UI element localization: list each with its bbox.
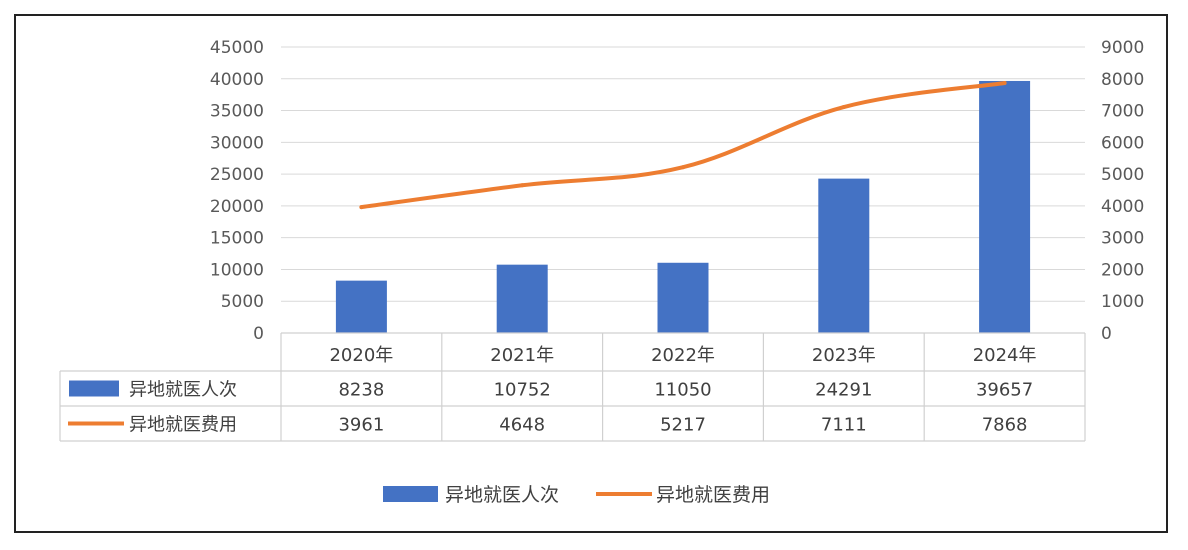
- legend-bar-key: [383, 486, 438, 502]
- table-cell: 39657: [976, 380, 1033, 401]
- category-label: 2024年: [973, 345, 1037, 366]
- chart-frame: [14, 14, 1168, 533]
- table-bar-key: [69, 380, 119, 397]
- table-cell: 3961: [338, 415, 384, 436]
- left-tick-label: 40000: [210, 70, 264, 90]
- table-cell: 4648: [499, 415, 545, 436]
- bar: [979, 80, 1031, 333]
- table-cell: 8238: [338, 380, 384, 401]
- left-axis-ticks: 0 5000 10000 15000 20000 25000 30000 35000 40000…: [210, 38, 264, 344]
- left-tick-label: 30000: [210, 133, 264, 153]
- right-tick-label: 3000: [1101, 229, 1144, 249]
- line-series: [359, 80, 1007, 210]
- right-tick-label: 1000: [1101, 292, 1144, 312]
- table-cell: 10752: [494, 380, 551, 401]
- legend-label: 异地就医人次: [445, 484, 559, 506]
- table-series-name: 异地就医费用: [129, 415, 237, 436]
- category-label: 2021年: [490, 345, 554, 366]
- line-point: [681, 165, 685, 170]
- bar: [657, 262, 709, 333]
- right-tick-label: 2000: [1101, 260, 1144, 280]
- right-tick-label: 7000: [1101, 102, 1144, 122]
- left-tick-label: 25000: [210, 165, 264, 185]
- legend: 异地就医人次 异地就医费用: [383, 484, 770, 506]
- table-cell: 24291: [815, 380, 872, 401]
- right-tick-label: 8000: [1101, 70, 1144, 90]
- table-cell: 7111: [821, 415, 867, 436]
- left-tick-label: 15000: [210, 229, 264, 249]
- right-tick-label: 9000: [1101, 38, 1144, 58]
- category-label: 2023年: [812, 345, 876, 366]
- right-tick-label: 5000: [1101, 165, 1144, 185]
- right-tick-label: 6000: [1101, 133, 1144, 153]
- category-label: 2022年: [651, 345, 715, 366]
- table-cell: 11050: [654, 380, 711, 401]
- line-point: [841, 105, 846, 110]
- table-cell: 7868: [982, 415, 1028, 436]
- legend-label: 异地就医费用: [656, 484, 770, 506]
- line-point: [520, 183, 525, 188]
- line-point: [359, 205, 364, 210]
- right-tick-label: 4000: [1101, 197, 1144, 217]
- right-tick-label: 0: [1101, 324, 1112, 344]
- category-label: 2020年: [329, 345, 393, 366]
- table-series-name: 异地就医人次: [129, 380, 237, 401]
- series-line: [359, 80, 1007, 210]
- bar-series: [335, 80, 1031, 333]
- left-tick-label: 20000: [210, 197, 264, 217]
- line-point: [1002, 80, 1007, 85]
- bar: [818, 178, 870, 333]
- right-axis-ticks: 0 1000 2000 3000 4000 5000 6000 7000 8000 9000: [1101, 38, 1144, 344]
- table-cell: 5217: [660, 415, 706, 436]
- bar: [335, 280, 387, 333]
- left-tick-label: 10000: [210, 260, 264, 280]
- left-tick-label: 0: [253, 324, 264, 344]
- bar: [496, 264, 548, 333]
- left-tick-label: 45000: [210, 38, 264, 58]
- left-tick-label: 5000: [221, 292, 264, 312]
- gridlines: [281, 46, 1085, 302]
- left-tick-label: 35000: [210, 102, 264, 122]
